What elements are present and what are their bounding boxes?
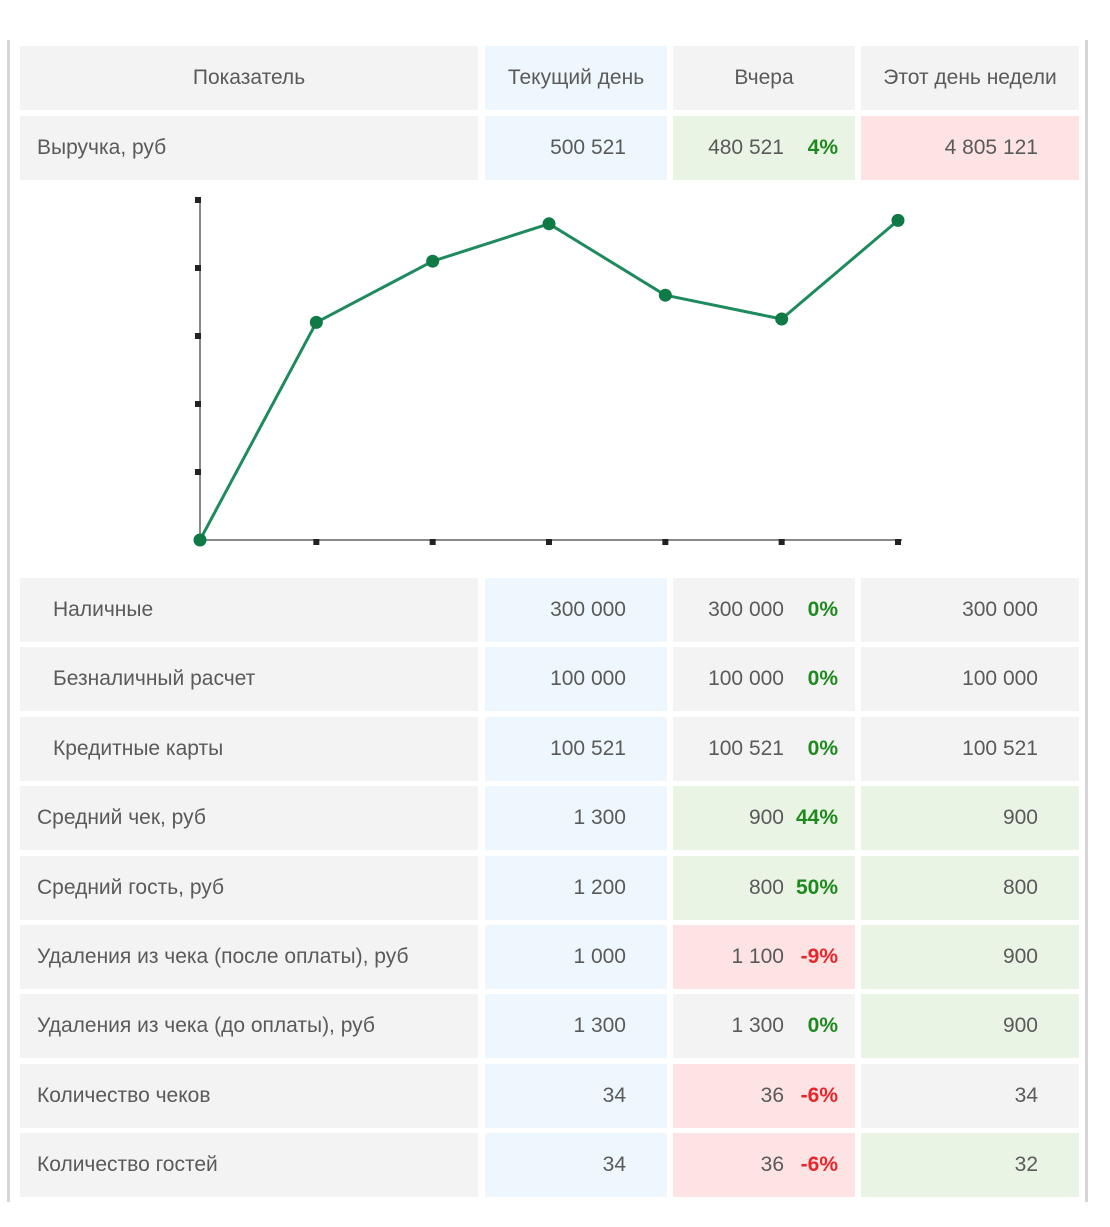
x-tick <box>546 539 552 545</box>
row-weekday-value: 900 <box>861 994 1079 1058</box>
data-point <box>193 533 207 547</box>
revenue-yesterday: 480 521 4% <box>673 116 855 180</box>
series-line <box>198 219 899 541</box>
row-label: Наличные <box>20 578 478 642</box>
row-yesterday-percent: 0% <box>807 737 838 760</box>
row-yesterday: 900 44% <box>673 786 855 850</box>
row-yesterday-percent: -6% <box>800 1084 838 1107</box>
data-point <box>426 254 440 268</box>
row-weekday-value: 900 <box>861 786 1079 850</box>
row-yesterday-value: 36 <box>760 1153 784 1176</box>
row-label: Удаления из чека (после оплаты), руб <box>20 925 478 989</box>
row-yesterday-percent: 50% <box>795 876 838 899</box>
row-yesterday: 100 000 0% <box>673 647 855 711</box>
row-yesterday: 1 300 0% <box>673 994 855 1058</box>
row-weekday-value: 100 521 <box>861 717 1079 781</box>
header-current-day: Текущий день <box>485 46 667 110</box>
header-indicator: Показатель <box>20 46 478 110</box>
row-yesterday: 300 000 0% <box>673 578 855 642</box>
data-point <box>309 315 323 329</box>
row-weekday-value: 800 <box>861 856 1079 920</box>
row-label: Количество гостей <box>20 1133 478 1197</box>
row-yesterday-value: 100 521 <box>708 737 784 760</box>
row-yesterday: 36 -6% <box>673 1064 855 1128</box>
y-tick <box>195 469 201 475</box>
revenue-line-chart <box>193 197 905 547</box>
x-tick <box>313 539 320 545</box>
row-yesterday: 36 -6% <box>673 1133 855 1197</box>
row-current-value: 1 000 <box>485 925 667 989</box>
y-tick <box>195 333 201 339</box>
row-current-value: 300 000 <box>485 578 667 642</box>
row-weekday-value: 100 000 <box>861 647 1079 711</box>
right-border <box>1085 40 1088 1202</box>
x-tick <box>662 539 669 545</box>
row-label: Удаления из чека (до оплаты), руб <box>20 994 478 1058</box>
data-point <box>542 217 556 231</box>
x-tick <box>895 539 901 545</box>
row-weekday-value: 34 <box>861 1064 1079 1128</box>
row-label: Безналичный расчет <box>20 647 478 711</box>
row-current-value: 1 300 <box>485 994 667 1058</box>
y-tick <box>195 265 201 271</box>
row-label: Средний гость, руб <box>20 856 478 920</box>
row-label: Средний чек, руб <box>20 786 478 850</box>
header-yesterday: Вчера <box>673 46 855 110</box>
row-label: Количество чеков <box>20 1064 478 1128</box>
row-weekday-value: 900 <box>861 925 1079 989</box>
row-label: Кредитные карты <box>20 717 478 781</box>
row-yesterday-percent: -9% <box>800 945 838 968</box>
row-yesterday-value: 100 000 <box>708 667 784 690</box>
row-current-value: 1 300 <box>485 786 667 850</box>
row-yesterday: 1 100 -9% <box>673 925 855 989</box>
data-point <box>775 312 789 326</box>
row-current-value: 100 000 <box>485 647 667 711</box>
row-yesterday-value: 36 <box>760 1084 784 1107</box>
row-current-value: 100 521 <box>485 717 667 781</box>
row-yesterday-percent: 0% <box>807 1014 838 1037</box>
row-current-value: 34 <box>485 1133 667 1197</box>
row-yesterday-value: 1 100 <box>731 945 784 968</box>
data-point <box>658 288 672 302</box>
y-tick <box>195 401 201 407</box>
x-tick <box>778 539 785 545</box>
row-current-value: 1 200 <box>485 856 667 920</box>
row-current-value: 34 <box>485 1064 667 1128</box>
row-yesterday-value: 900 <box>748 806 784 829</box>
left-border <box>7 40 10 1202</box>
row-yesterday-value: 800 <box>748 876 784 899</box>
row-yesterday-value: 300 000 <box>708 598 784 621</box>
data-point <box>891 213 905 227</box>
row-weekday-value: 300 000 <box>861 578 1079 642</box>
revenue-yesterday-value: 480 521 <box>708 136 784 159</box>
row-yesterday: 100 521 0% <box>673 717 855 781</box>
row-yesterday-percent: 44% <box>795 806 838 829</box>
row-yesterday: 800 50% <box>673 856 855 920</box>
revenue-label: Выручка, руб <box>20 116 478 180</box>
row-yesterday-percent: -6% <box>800 1153 838 1176</box>
revenue-chart <box>20 185 1079 573</box>
x-tick <box>429 539 436 545</box>
revenue-weekday: 4 805 121 <box>861 116 1079 180</box>
revenue-yesterday-percent: 4% <box>807 136 838 159</box>
row-yesterday-percent: 0% <box>807 667 838 690</box>
row-weekday-value: 32 <box>861 1133 1079 1197</box>
revenue-current: 500 521 <box>485 116 667 180</box>
y-tick <box>195 197 201 203</box>
header-weekday: Этот день недели <box>861 46 1079 110</box>
row-yesterday-value: 1 300 <box>731 1014 784 1037</box>
row-yesterday-percent: 0% <box>807 598 838 621</box>
